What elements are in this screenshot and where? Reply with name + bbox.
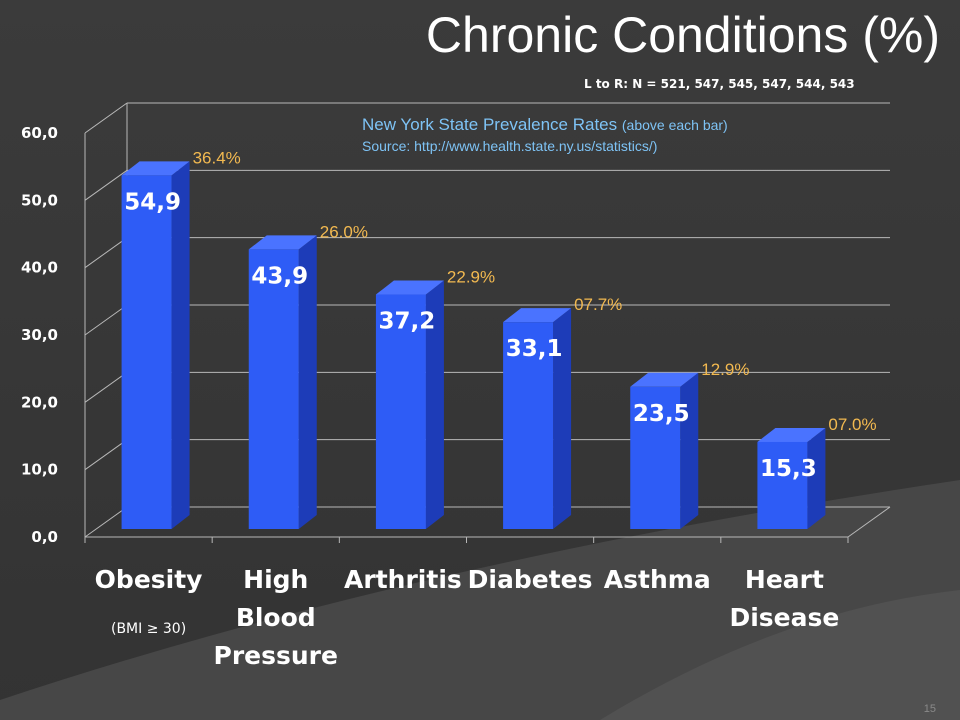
bar-side bbox=[298, 235, 317, 529]
prevalence-label: 07.7% bbox=[574, 295, 622, 314]
category-label: Arthritis bbox=[344, 565, 462, 594]
bar bbox=[375, 294, 426, 529]
category-label: Diabetes bbox=[468, 565, 593, 594]
bar bbox=[121, 175, 172, 529]
y-tick-label: 40,0 bbox=[21, 259, 58, 277]
category-note: (BMI ≥ 30) bbox=[111, 621, 186, 637]
bar-value-label: 23,5 bbox=[633, 401, 690, 427]
floor-right-edge bbox=[847, 506, 891, 538]
bar bbox=[248, 249, 299, 529]
category-label: Heart bbox=[745, 565, 824, 594]
bar-top bbox=[121, 161, 190, 176]
bar-side bbox=[171, 161, 190, 529]
slide-title: Chronic Conditions (%) bbox=[425, 7, 940, 63]
bar-side bbox=[425, 280, 444, 529]
bar-top bbox=[630, 372, 699, 387]
prevalence-label: 07.0% bbox=[828, 415, 876, 434]
category-label: Disease bbox=[729, 603, 839, 632]
category-label: Blood bbox=[236, 603, 316, 632]
category-label: Asthma bbox=[604, 565, 711, 594]
y-tick-label: 60,0 bbox=[21, 124, 58, 142]
bar-value-label: 37,2 bbox=[379, 309, 436, 335]
bar-value-label: 15,3 bbox=[760, 456, 817, 482]
bar-side bbox=[807, 427, 826, 529]
gridline-depth bbox=[84, 237, 128, 269]
bar-top bbox=[503, 308, 572, 323]
bar-value-label: 33,1 bbox=[506, 336, 563, 362]
category-label: Obesity bbox=[95, 565, 203, 594]
bar-top bbox=[375, 280, 444, 295]
bar-value-label: 54,9 bbox=[124, 189, 181, 215]
gridline-depth bbox=[84, 169, 128, 201]
sample-size-note: L to R: N = 521, 547, 545, 547, 544, 543 bbox=[584, 77, 855, 91]
bar-top bbox=[757, 427, 826, 442]
page-number: 15 bbox=[923, 703, 936, 715]
prevalence-label: 26.0% bbox=[320, 222, 368, 241]
source-note: Source: http://www.health.state.ny.us/st… bbox=[362, 138, 658, 154]
background-swoosh-light bbox=[600, 590, 960, 720]
gridline-depth bbox=[84, 371, 128, 403]
y-tick-label: 20,0 bbox=[21, 393, 58, 411]
bar bbox=[757, 441, 808, 529]
y-tick-label: 50,0 bbox=[21, 191, 58, 209]
bar-value-label: 43,9 bbox=[251, 263, 308, 289]
bar bbox=[630, 386, 681, 529]
prevalence-note: New York State Prevalence Rates (above e… bbox=[362, 115, 728, 135]
y-tick-label: 0,0 bbox=[31, 528, 58, 546]
prevalence-note-small: (above each bar) bbox=[621, 117, 728, 133]
prevalence-label: 36.4% bbox=[193, 148, 241, 167]
prevalence-label: 22.9% bbox=[447, 268, 495, 287]
y-tick-label: 10,0 bbox=[21, 461, 58, 479]
gridline-depth bbox=[84, 439, 128, 471]
prevalence-note-main: New York State Prevalence Rates bbox=[362, 115, 622, 134]
category-label: Pressure bbox=[214, 641, 338, 670]
bar-top bbox=[248, 235, 317, 250]
gridline-depth bbox=[84, 304, 128, 336]
prevalence-label: 12.9% bbox=[701, 360, 749, 379]
category-label: High bbox=[243, 565, 308, 594]
y-tick-label: 30,0 bbox=[21, 326, 58, 344]
bar-side bbox=[553, 308, 572, 529]
bar bbox=[503, 322, 554, 529]
gridline-depth bbox=[84, 506, 128, 538]
bar-side bbox=[680, 372, 699, 529]
gridline-depth bbox=[84, 102, 128, 134]
